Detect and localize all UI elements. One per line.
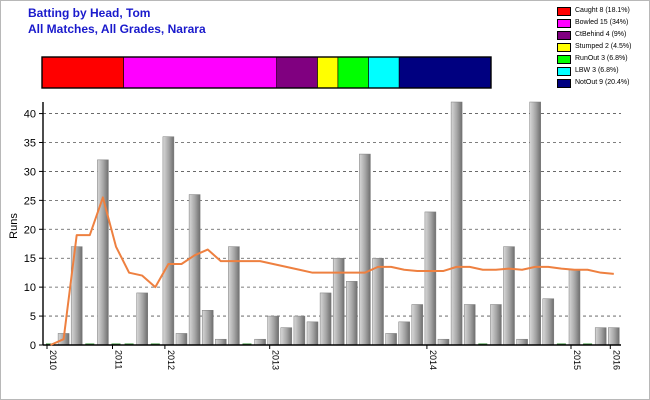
legend-swatch (557, 67, 571, 76)
bar (267, 315, 279, 346)
legend-swatch (557, 55, 571, 64)
bar (463, 304, 476, 346)
bar (411, 304, 424, 346)
bar (124, 343, 134, 345)
bar (111, 343, 121, 345)
y-tick-label: 30 (24, 166, 36, 178)
bar (516, 338, 528, 346)
y-tick-label: 35 (24, 138, 36, 150)
bar (424, 211, 437, 346)
average-line (50, 196, 614, 346)
grid (43, 113, 621, 317)
legend-label: LBW 3 (6.8%) (575, 67, 619, 74)
chart-subtitle: All Matches, All Grades, Narara (28, 22, 206, 36)
bar (306, 321, 319, 346)
bar (332, 257, 345, 346)
legend-label: Stumped 2 (4.5%) (575, 43, 632, 50)
dismissal-segment-ctbehind (276, 56, 318, 89)
y-axis-label: Runs (8, 213, 20, 239)
y-tick-label: 0 (30, 340, 36, 352)
legend-label: Caught 8 (18.1%) (575, 7, 630, 14)
bar (398, 321, 410, 346)
y-tick-label: 20 (24, 224, 36, 236)
bar (529, 101, 541, 346)
bar (478, 343, 488, 345)
y-tick-label: 15 (24, 253, 36, 265)
legend-label: RunOut 3 (6.8%) (575, 55, 628, 62)
bar (450, 101, 463, 346)
average-line-path (50, 196, 614, 346)
legend-swatch (557, 43, 571, 52)
legend-swatch (557, 19, 571, 28)
bar (556, 343, 566, 345)
y-tick-label: 40 (24, 109, 36, 121)
dismissal-segment-lbw (368, 56, 400, 89)
y-tick-label: 10 (24, 282, 36, 294)
bar (97, 159, 109, 346)
legend-label: Bowled 15 (34%) (575, 19, 629, 26)
bar (150, 343, 160, 345)
dismissal-segment-stumped (317, 56, 339, 89)
legend-swatch (557, 7, 571, 16)
bar (568, 269, 581, 346)
bar (162, 136, 175, 346)
dismissal-segment-bowled (123, 56, 278, 89)
bar (215, 338, 227, 346)
y-ticks: 0 5 10 15 20 25 30 35 40 (24, 109, 43, 352)
dismissal-segment-notout (398, 56, 492, 89)
bar (201, 310, 214, 346)
x-ticks: 2010 2011 2012 2013 2014 2015 2016 (46, 345, 621, 370)
chart-title: Batting by Head, Tom (28, 6, 151, 20)
bar (437, 338, 450, 346)
bar (346, 281, 358, 346)
dismissal-bar-frame (41, 56, 492, 89)
bar (490, 304, 502, 346)
bar (359, 153, 371, 346)
bar (594, 327, 607, 346)
bar (280, 327, 293, 346)
bar (385, 333, 397, 346)
bar (583, 343, 593, 345)
bar (608, 327, 620, 346)
bar-series (46, 101, 620, 346)
bar (175, 333, 188, 346)
bar (503, 246, 515, 346)
bar (293, 315, 306, 346)
x-tick-label: 2012 (166, 350, 176, 370)
y-tick-label: 25 (24, 195, 36, 207)
bar (188, 194, 201, 346)
bar (319, 292, 332, 346)
bar (254, 338, 266, 346)
x-tick-label: 2016 (611, 350, 621, 370)
bar (242, 343, 252, 345)
legend-swatch (557, 31, 571, 40)
dismissal-bar (41, 56, 492, 89)
bar (136, 292, 148, 346)
x-tick-label: 2014 (428, 350, 438, 370)
x-tick-label: 2015 (572, 350, 582, 370)
bar (372, 257, 384, 346)
dismissal-segment-caught (41, 56, 124, 89)
y-tick-label: 5 (30, 311, 36, 323)
legend-label: CtBehind 4 (9%) (575, 31, 627, 38)
dismissal-segment-runout (337, 56, 369, 89)
legend-label: NotOut 9 (20.4%) (575, 79, 630, 86)
legend-swatch (557, 79, 571, 88)
x-tick-label: 2013 (271, 350, 281, 370)
bar (542, 298, 555, 346)
x-tick-label: 2011 (114, 350, 124, 369)
bar (85, 343, 95, 345)
x-tick-label: 2010 (48, 350, 58, 370)
